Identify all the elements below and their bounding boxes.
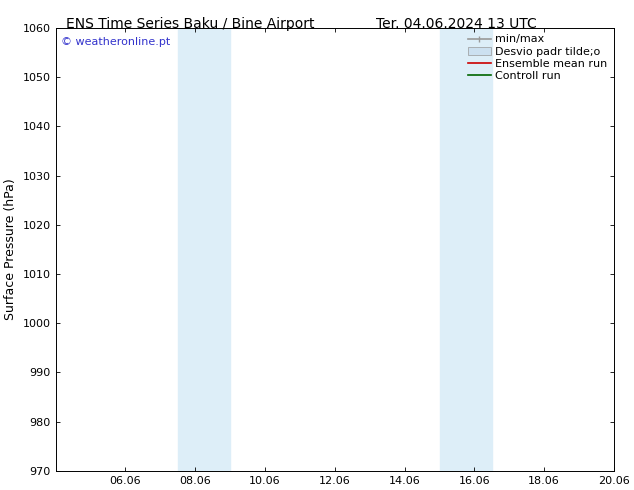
- Text: ENS Time Series Baku / Bine Airport: ENS Time Series Baku / Bine Airport: [66, 17, 314, 31]
- Bar: [439, 28, 492, 471]
- Bar: [178, 28, 230, 471]
- Text: Ter. 04.06.2024 13 UTC: Ter. 04.06.2024 13 UTC: [376, 17, 537, 31]
- Y-axis label: Surface Pressure (hPa): Surface Pressure (hPa): [4, 178, 17, 320]
- Legend: min/max, Desvio padr tilde;o, Ensemble mean run, Controll run: min/max, Desvio padr tilde;o, Ensemble m…: [465, 31, 611, 84]
- Text: © weatheronline.pt: © weatheronline.pt: [61, 37, 171, 47]
